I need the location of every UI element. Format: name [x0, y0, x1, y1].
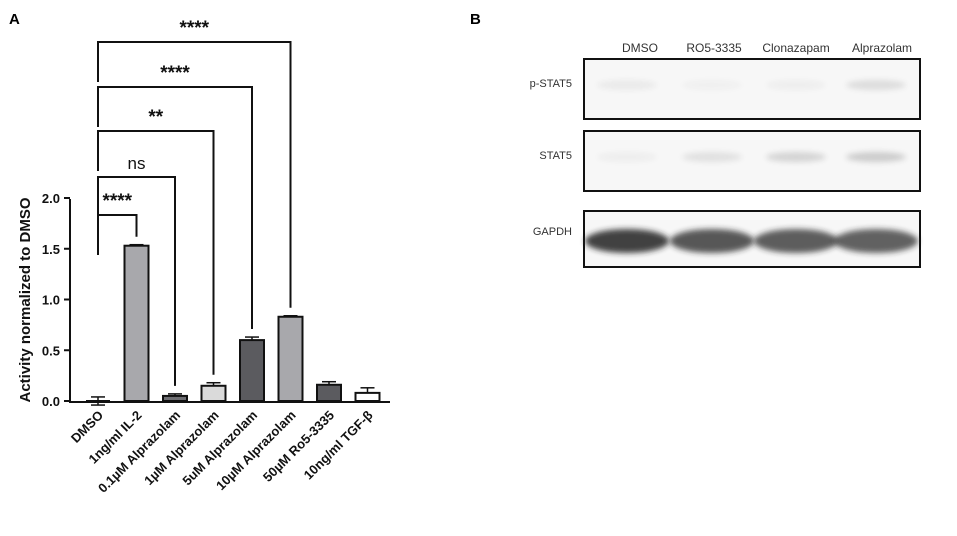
blot-band	[682, 80, 742, 90]
blot-band	[597, 152, 657, 162]
y-tick-label: 0.0	[42, 394, 60, 409]
significance-bracket: ****	[97, 191, 138, 255]
significance-bracket: **	[97, 107, 215, 375]
y-ticks: 0.0 0.5 1.0 1.5 2.0	[42, 191, 70, 409]
bar	[316, 383, 342, 403]
blot-row-label: p-STAT5	[530, 78, 572, 90]
blot-row-label: GAPDH	[533, 226, 572, 238]
blot-row-label: STAT5	[539, 150, 572, 162]
significance-label: ****	[179, 18, 209, 39]
blot-row: STAT5	[539, 130, 921, 192]
blot-lane-labels: DMSO RO5-3335 Clonazapam Alprazolam	[622, 41, 912, 55]
significance-bracket: ns	[97, 154, 176, 386]
panel-b-label: B	[470, 11, 481, 28]
blot-band	[846, 80, 906, 90]
bar-chart: ****ns********** 0.00.51.01.52.0 DMSO1ng…	[17, 18, 390, 496]
error-bars	[91, 243, 375, 406]
bar	[123, 244, 150, 402]
blot-band	[754, 229, 838, 253]
significance-label: ****	[102, 191, 132, 212]
blot-band	[766, 80, 826, 90]
axes	[69, 199, 390, 403]
blot-lane-label: Clonazapam	[762, 41, 829, 55]
significance-label: **	[148, 107, 163, 128]
bars	[86, 244, 381, 403]
significance-label: ns	[128, 154, 146, 173]
error-bar	[283, 314, 298, 317]
blot-lane-label: DMSO	[622, 41, 658, 55]
y-tick-label: 2.0	[42, 191, 60, 206]
panel-a-label: A	[9, 11, 20, 28]
blot-band	[670, 229, 754, 253]
blot-band	[766, 152, 826, 162]
blot-band	[846, 152, 906, 162]
error-bar	[245, 336, 259, 341]
y-tick-label: 1.0	[42, 293, 60, 308]
bar	[239, 339, 265, 403]
y-tick-label: 0.5	[42, 343, 60, 358]
blot-band	[834, 229, 918, 253]
error-bar	[206, 381, 221, 386]
western-blot: DMSO RO5-3335 Clonazapam Alprazolam p-STAT5…	[530, 41, 921, 268]
significance-bracket: ****	[97, 18, 292, 308]
significance-brackets: ****ns**********	[97, 18, 292, 386]
blot-band	[585, 229, 669, 253]
error-bar	[168, 393, 182, 396]
bar	[277, 315, 304, 403]
blot-lane-label: RO5-3335	[686, 41, 742, 55]
blot-row: GAPDH	[533, 210, 921, 268]
bar	[162, 394, 188, 402]
blot-row: p-STAT5	[530, 58, 921, 120]
x-tick-label: 10ng/ml TGF-β	[301, 407, 376, 482]
error-bar	[360, 387, 375, 393]
bar	[354, 391, 381, 403]
blot-rows: p-STAT5 STAT5 GAPDH	[530, 58, 921, 268]
significance-label: ****	[160, 63, 190, 84]
blot-band	[597, 80, 657, 90]
bar	[200, 384, 227, 402]
blot-band	[682, 152, 742, 162]
y-axis-title: Activity normalized to DMSO	[17, 197, 34, 402]
error-bar	[129, 243, 144, 246]
significance-bracket: ****	[97, 63, 253, 330]
error-bar	[322, 380, 336, 385]
blot-lane-label: Alprazolam	[852, 41, 912, 55]
y-tick-label: 1.5	[42, 242, 60, 257]
